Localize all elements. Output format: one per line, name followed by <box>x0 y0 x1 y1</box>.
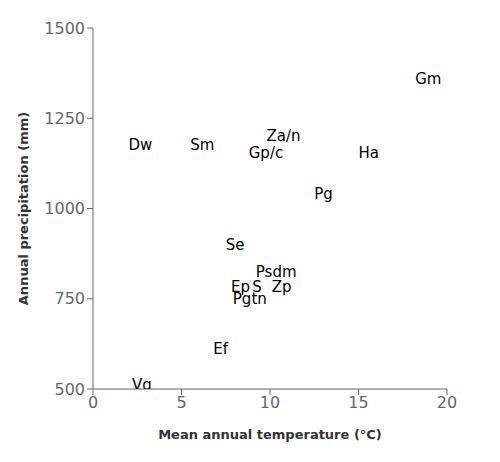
svg-text:15: 15 <box>348 393 368 412</box>
svg-text:Dw: Dw <box>128 136 152 154</box>
svg-text:750: 750 <box>54 289 85 308</box>
svg-text:Sm: Sm <box>190 136 214 154</box>
svg-text:Vg: Vg <box>132 376 152 389</box>
svg-text:Se: Se <box>226 236 245 254</box>
svg-text:1000: 1000 <box>44 199 85 218</box>
svg-text:10: 10 <box>260 393 280 412</box>
svg-text:Pgtn: Pgtn <box>233 290 267 308</box>
svg-text:Ef: Ef <box>213 340 228 358</box>
svg-text:5: 5 <box>176 393 186 412</box>
svg-text:Zp: Zp <box>272 278 292 296</box>
svg-text:500: 500 <box>54 380 85 399</box>
svg-text:20: 20 <box>437 393 457 412</box>
svg-text:Annual precipitation (mm): Annual precipitation (mm) <box>16 112 31 305</box>
svg-text:Gm: Gm <box>415 70 441 88</box>
svg-text:Ha: Ha <box>359 144 379 162</box>
svg-text:Psdm: Psdm <box>255 262 297 281</box>
svg-text:Pg: Pg <box>314 185 333 203</box>
html-text:Ep S: Ep S <box>231 277 262 296</box>
svg-text:Gp/c: Gp/c <box>249 144 283 162</box>
svg-text:0: 0 <box>88 393 98 412</box>
svg-text:Mean annual temperature (°C): Mean annual temperature (°C) <box>158 427 382 442</box>
svg-text:1500: 1500 <box>44 19 85 38</box>
svg-text:Za/n: Za/n <box>266 127 301 146</box>
svg-text:1250: 1250 <box>44 109 85 128</box>
